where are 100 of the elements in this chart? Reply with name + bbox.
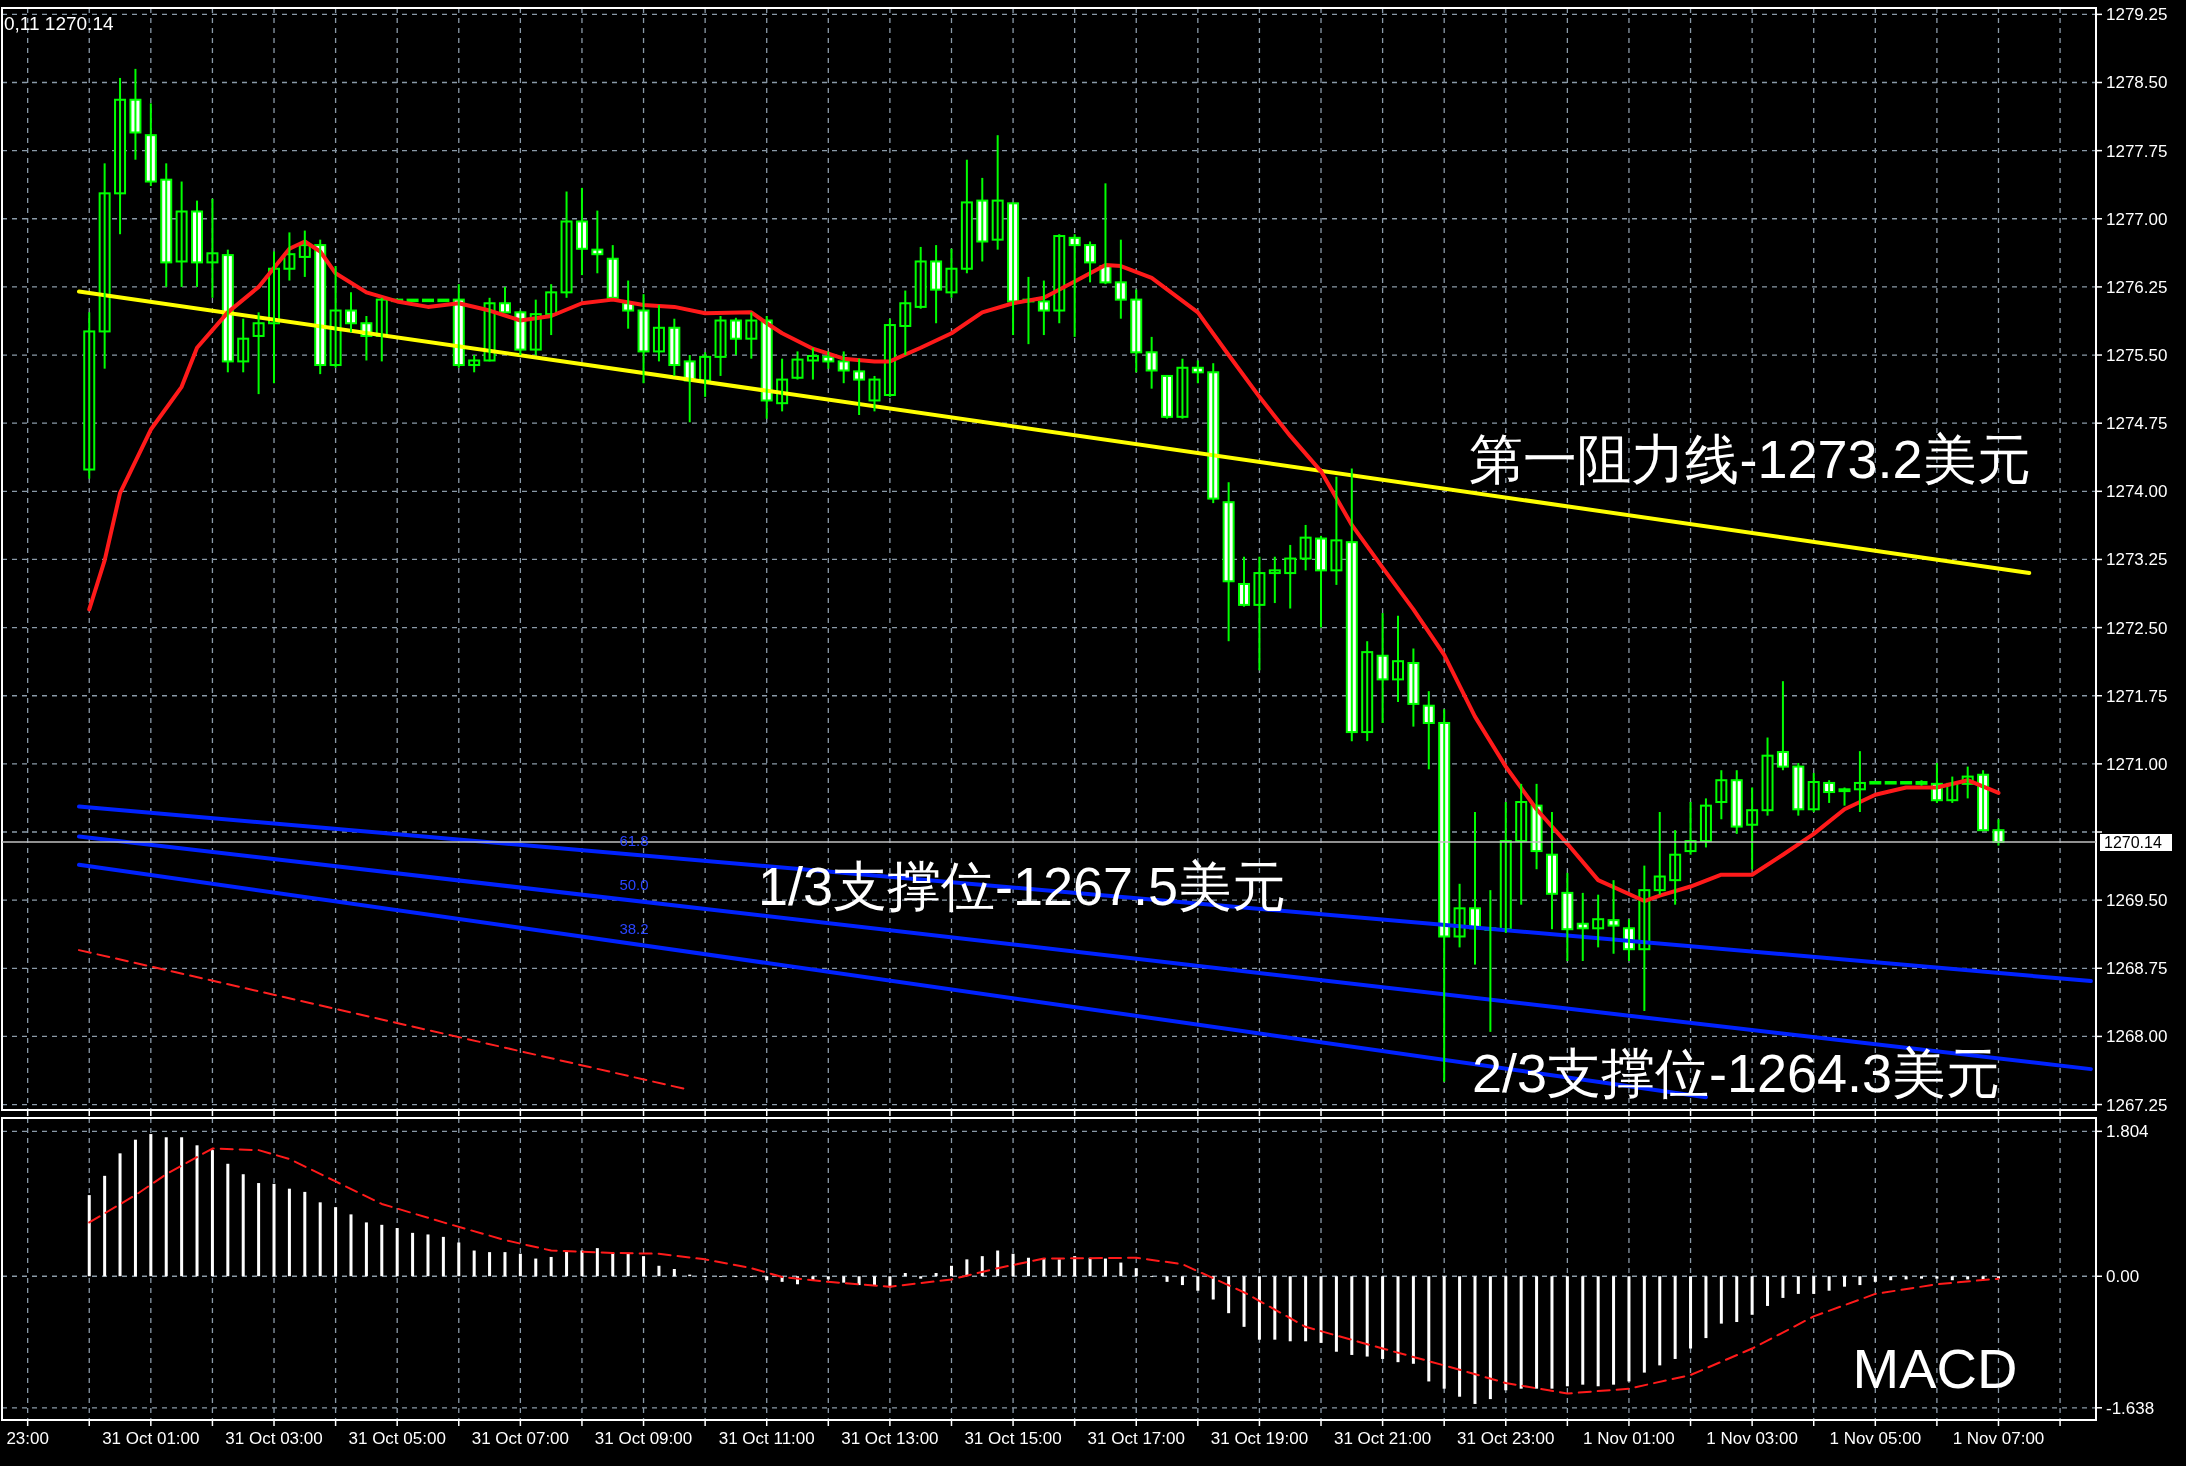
bar bbox=[1920, 1276, 1923, 1279]
bar bbox=[395, 1228, 399, 1277]
bar bbox=[1689, 1276, 1693, 1349]
bar bbox=[1026, 1257, 1030, 1277]
bar bbox=[1812, 1276, 1816, 1294]
bar bbox=[549, 1256, 553, 1277]
bar bbox=[1242, 1276, 1246, 1327]
bar bbox=[180, 1137, 184, 1277]
bar bbox=[1257, 1276, 1261, 1340]
bar bbox=[919, 1276, 923, 1279]
bar bbox=[1550, 1276, 1554, 1389]
bar bbox=[1581, 1276, 1585, 1385]
bar bbox=[826, 1276, 830, 1280]
bar bbox=[1642, 1276, 1646, 1373]
y-tick-label: 1268.00 bbox=[2106, 1027, 2168, 1047]
bar bbox=[257, 1183, 261, 1277]
bar bbox=[87, 1195, 91, 1277]
bar bbox=[980, 1256, 984, 1277]
bar bbox=[164, 1137, 168, 1277]
candlestick bbox=[468, 354, 481, 374]
bar bbox=[657, 1265, 661, 1277]
bar bbox=[580, 1250, 584, 1277]
bar bbox=[1889, 1276, 1893, 1281]
annotation: 0,11 1270.14 bbox=[4, 13, 114, 34]
bar bbox=[210, 1150, 214, 1277]
x-tick-label: 31 Oct 21:00 bbox=[1333, 1429, 1432, 1448]
x-tick-label: 1 Nov 07:00 bbox=[1952, 1429, 2045, 1448]
x-tick-label: 31 Oct 13:00 bbox=[841, 1429, 939, 1448]
bar bbox=[426, 1234, 430, 1277]
bar bbox=[518, 1253, 522, 1277]
bar bbox=[1504, 1276, 1508, 1391]
bar bbox=[1535, 1276, 1539, 1389]
bar bbox=[626, 1253, 630, 1277]
bar bbox=[272, 1183, 276, 1277]
bar bbox=[364, 1222, 368, 1277]
bar bbox=[334, 1207, 338, 1277]
bar bbox=[934, 1273, 938, 1277]
bar bbox=[103, 1175, 107, 1277]
bar bbox=[1411, 1276, 1415, 1364]
bar bbox=[1827, 1276, 1831, 1291]
annotation: 38.2 bbox=[619, 920, 649, 937]
bar bbox=[441, 1236, 445, 1277]
bar bbox=[1858, 1276, 1862, 1286]
bar bbox=[1673, 1276, 1677, 1359]
bar bbox=[411, 1232, 415, 1277]
bar bbox=[1519, 1276, 1523, 1389]
bar bbox=[149, 1134, 153, 1277]
y-tick-label: 1276.25 bbox=[2106, 277, 2168, 297]
bar bbox=[1627, 1276, 1631, 1382]
bar bbox=[1273, 1276, 1277, 1340]
bar bbox=[565, 1251, 569, 1277]
bar bbox=[857, 1276, 861, 1286]
bar bbox=[1750, 1276, 1754, 1315]
y-tick-label: 1274.00 bbox=[2106, 482, 2168, 502]
bar bbox=[1334, 1276, 1338, 1352]
y-tick-label: 1271.75 bbox=[2106, 686, 2168, 706]
bar bbox=[472, 1250, 476, 1277]
bar bbox=[965, 1259, 969, 1277]
bar bbox=[672, 1269, 676, 1277]
candlestick bbox=[1838, 786, 1851, 807]
bar bbox=[1488, 1276, 1492, 1400]
bar bbox=[842, 1276, 846, 1283]
bar bbox=[1304, 1276, 1308, 1342]
bar bbox=[1165, 1276, 1169, 1282]
candlestick bbox=[1607, 879, 1620, 955]
y-tick-label: 1269.50 bbox=[2106, 891, 2168, 911]
bar bbox=[318, 1202, 322, 1277]
bar bbox=[287, 1188, 291, 1277]
candlestick bbox=[853, 357, 866, 416]
bar bbox=[118, 1153, 122, 1277]
bar bbox=[1057, 1259, 1061, 1277]
bar bbox=[1565, 1276, 1569, 1387]
bar bbox=[1612, 1276, 1616, 1385]
bar bbox=[226, 1163, 230, 1277]
y-tick-label: 1278.50 bbox=[2106, 73, 2168, 93]
candlestick bbox=[1915, 779, 1928, 787]
bar bbox=[1180, 1276, 1184, 1286]
bar bbox=[1704, 1276, 1708, 1339]
bar bbox=[1442, 1276, 1446, 1389]
annotation: 第一阻力线-1273.2美元 bbox=[1469, 429, 2031, 489]
y-tick-label: 1277.00 bbox=[2106, 209, 2168, 229]
bar bbox=[1766, 1276, 1770, 1306]
x-tick-label: 23:00 bbox=[6, 1429, 49, 1448]
x-tick-label: 1 Nov 01:00 bbox=[1583, 1429, 1675, 1448]
y-tick-label: 1267.25 bbox=[2106, 1095, 2168, 1115]
bar bbox=[903, 1273, 907, 1277]
bar bbox=[642, 1256, 646, 1277]
x-tick-label: 31 Oct 23:00 bbox=[1457, 1429, 1555, 1448]
bar bbox=[1843, 1276, 1847, 1287]
bar bbox=[1950, 1276, 1954, 1281]
bar bbox=[1473, 1276, 1477, 1404]
candlestick bbox=[1037, 279, 1050, 337]
bar bbox=[1396, 1276, 1400, 1363]
bar bbox=[949, 1265, 953, 1277]
y-tick-label: 1273.25 bbox=[2106, 550, 2168, 570]
bar bbox=[873, 1276, 876, 1286]
annotation: 50.0 bbox=[619, 876, 649, 893]
x-tick-label: 31 Oct 07:00 bbox=[471, 1429, 570, 1448]
bar bbox=[1966, 1276, 1970, 1280]
x-tick-label: 1 Nov 03:00 bbox=[1706, 1429, 1798, 1448]
